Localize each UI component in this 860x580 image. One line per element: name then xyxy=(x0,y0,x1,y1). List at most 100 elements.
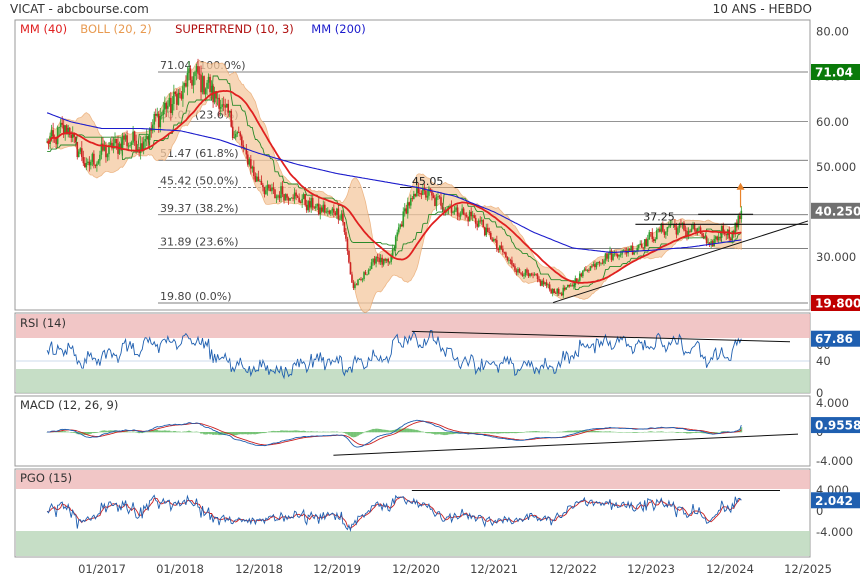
price-candle-body xyxy=(283,194,285,201)
price-candle-body xyxy=(394,236,397,249)
price-candle-body xyxy=(292,197,294,199)
price-candle-body xyxy=(450,205,453,213)
price-candle-body xyxy=(579,273,581,281)
price-badge-bg xyxy=(811,295,860,311)
price-candle-body xyxy=(633,252,635,255)
price-candle-body xyxy=(130,142,133,145)
price-candle-body xyxy=(511,260,513,265)
price-candle-body xyxy=(314,206,317,209)
price-candle-body xyxy=(598,261,601,264)
macd-histogram-bar xyxy=(701,432,703,434)
macd-histogram-bar xyxy=(521,432,524,433)
macd-histogram-bar xyxy=(296,430,299,433)
macd-histogram-bar xyxy=(657,431,660,433)
macd-histogram-bar xyxy=(428,432,430,434)
macd-histogram-bar xyxy=(126,431,128,433)
price-candle-body xyxy=(705,236,708,244)
macd-histogram-bar xyxy=(619,432,622,433)
macd-histogram-bar xyxy=(166,430,169,433)
price-candle-body xyxy=(732,230,735,235)
price-candle-body xyxy=(539,280,542,286)
macd-histogram-bar xyxy=(722,431,725,433)
price-candle-body xyxy=(222,104,225,106)
price-candle-body xyxy=(588,270,590,271)
price-candle-body xyxy=(102,143,104,151)
price-candle-body xyxy=(722,225,725,232)
price-candle-body xyxy=(400,224,403,227)
price-candle-body xyxy=(521,273,524,276)
price-badge: 19.800 xyxy=(815,297,860,311)
price-candle-body xyxy=(61,122,63,125)
price-candle-body xyxy=(391,248,394,256)
price-candle-body xyxy=(390,255,392,262)
price-candle-body xyxy=(739,215,741,219)
macd-histogram-bar xyxy=(713,432,716,434)
price-candle-body xyxy=(204,88,207,95)
macd-histogram-bar xyxy=(491,432,494,434)
macd-histogram-bar xyxy=(284,430,287,433)
macd-histogram-bar xyxy=(343,432,346,434)
price-candle-body xyxy=(665,231,667,235)
macd-histogram-bar xyxy=(636,432,639,433)
macd-histogram-bar xyxy=(396,428,399,433)
price-candle-body xyxy=(530,273,533,275)
macd-histogram-bar xyxy=(681,432,684,433)
price-candle-body xyxy=(458,215,460,217)
macd-histogram-bar xyxy=(165,430,168,433)
macd-histogram-bar xyxy=(692,432,694,433)
price-candle-body xyxy=(358,278,361,280)
price-candle-body xyxy=(637,245,640,248)
macd-histogram-bar xyxy=(476,432,479,434)
price-candle-body xyxy=(493,239,495,242)
price-candle-body xyxy=(50,130,53,137)
price-candle-body xyxy=(108,145,110,155)
macd-histogram-bar xyxy=(693,432,696,433)
price-candle-body xyxy=(619,254,622,256)
y-tick-label: 50.000 xyxy=(816,160,856,174)
price-candle-body xyxy=(342,213,344,223)
macd-histogram-bar xyxy=(298,430,301,433)
price-candle-body xyxy=(191,79,193,86)
price-candle-body xyxy=(262,184,264,188)
rsi-line xyxy=(46,330,742,380)
price-candle-body xyxy=(503,251,506,253)
price-candle-body xyxy=(659,229,661,232)
macd-histogram-bar xyxy=(73,432,76,433)
macd-histogram-bar xyxy=(601,431,604,433)
price-candle-body xyxy=(559,293,562,295)
price-candle-body xyxy=(263,187,266,194)
macd-histogram-bar xyxy=(277,430,279,433)
macd-histogram-bar xyxy=(655,431,658,433)
price-candle-body xyxy=(631,245,634,255)
macd-histogram-bar xyxy=(690,432,693,434)
price-candle-body xyxy=(470,211,472,217)
macd-histogram-bar xyxy=(595,431,598,433)
macd-histogram-bar xyxy=(351,432,353,437)
price-candle-body xyxy=(106,154,109,158)
macd-histogram-bar xyxy=(332,431,335,433)
macd-histogram-bar xyxy=(556,431,559,433)
price-candle-body xyxy=(545,282,548,286)
macd-histogram-bar xyxy=(592,430,595,433)
price-candle-body xyxy=(683,222,685,231)
macd-histogram-bar xyxy=(204,432,207,435)
price-candle-body xyxy=(461,208,463,214)
price-candle-body xyxy=(225,103,228,108)
macd-histogram-bar xyxy=(260,432,263,434)
macd-histogram-bar xyxy=(494,432,497,434)
price-candle-body xyxy=(529,273,531,277)
price-candle-body xyxy=(70,134,73,138)
macd-histogram-bar xyxy=(70,432,73,433)
fib-label: 31.89 (23.6%) xyxy=(160,235,239,248)
price-candle-body xyxy=(254,176,257,182)
macd-histogram-bar xyxy=(509,432,512,434)
price-candle-body xyxy=(272,187,275,190)
macd-histogram-bar xyxy=(411,429,414,433)
price-candle-body xyxy=(417,186,420,194)
macd-histogram-bar xyxy=(634,432,637,433)
price-candle-body xyxy=(55,137,57,145)
macd-trendline xyxy=(333,433,799,456)
macd-histogram-bar xyxy=(157,430,160,433)
price-candle-body xyxy=(459,213,462,217)
macd-histogram-bar xyxy=(326,431,329,433)
